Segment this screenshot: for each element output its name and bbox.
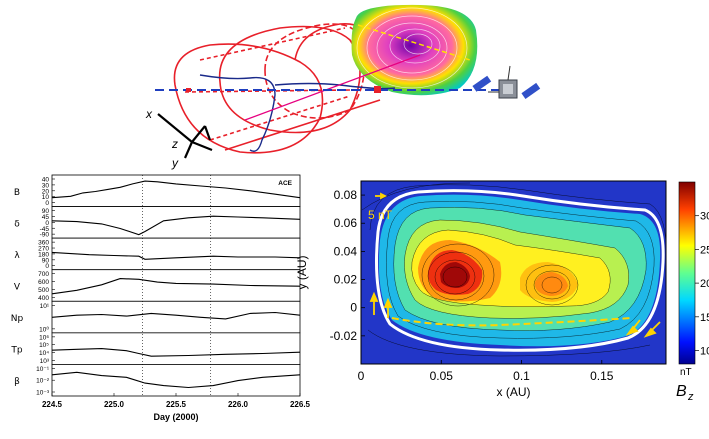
colorbar-tick-label: 25 [700, 244, 709, 256]
panel-label: B [14, 188, 20, 198]
coordinate-axes [157, 113, 213, 159]
panel-ytick-label: 700 [38, 271, 49, 278]
panel-frame [51, 174, 301, 207]
panel-ytick-label: 270 [38, 246, 49, 253]
xtick-label: 225.5 [166, 400, 187, 409]
panel-ytick-label: 0 [45, 200, 49, 207]
panel-ytick-label: 10⁻² [36, 378, 50, 385]
colorbar-unit: nT [680, 367, 692, 378]
boundary-contour [375, 189, 665, 352]
panel-series-line [51, 371, 301, 389]
flux-rope-schematic: x z y [145, 4, 541, 170]
panel-ytick-label: 360 [38, 240, 49, 247]
axis-label-x: x [145, 107, 153, 121]
xtick-label: 225.0 [104, 400, 125, 409]
panel-ytick-label: 500 [38, 287, 49, 294]
trajectory-arrows [369, 192, 661, 338]
x-axis-label: Day (2000) [153, 412, 198, 422]
panel-series-line [51, 311, 301, 320]
bz-map-panel: 5 nT 0 0.05 0.1 0.15 -0.02 0 0.02 0.04 0.06 0.08 x… [295, 180, 709, 403]
panel-ytick-label: 600 [38, 279, 49, 286]
rope-axis-line [244, 54, 421, 121]
colorbar-tick-label: 20 [700, 278, 709, 290]
xtick-label: 226.0 [228, 400, 249, 409]
panel-ytick-label: 90 [42, 257, 50, 264]
flux-rope-loops [173, 23, 381, 154]
map-field [378, 194, 661, 347]
axis-label-y: y [171, 156, 179, 170]
ace-stacked-panels: 403020100B90450-45-90δ360270180900λ70060… [10, 174, 311, 422]
panel-ytick-label: 10⁻¹ [36, 366, 50, 373]
map-ytick-label: -0.02 [330, 329, 358, 343]
colorbar-tick-label: 30 [700, 211, 709, 223]
panel-ytick-label: 10⁵ [39, 342, 49, 349]
panel-ytick-label: 0 [45, 263, 49, 270]
panel-frame [51, 300, 301, 334]
map-xtick-label: 0.15 [590, 369, 614, 383]
colorbar [678, 181, 696, 365]
xtick-label: 226.5 [290, 400, 311, 409]
panel-ytick-label: 40 [42, 177, 50, 184]
map-xtick-label: 0.1 [513, 369, 530, 383]
panel-ytick-label: 180 [38, 251, 49, 258]
panel-ytick-label: 20 [42, 188, 50, 195]
map-ytick-label: 0.08 [334, 188, 358, 202]
panel-ytick-label: 10⁴ [39, 350, 49, 357]
map-ytick-label: 0.02 [334, 273, 358, 287]
bz-map-axes: 0 0.05 0.1 0.15 -0.02 0 0.02 0.04 0.06 0.08 x (AU)… [295, 188, 614, 399]
panel-ytick-label: 10¹ [40, 303, 50, 310]
instrument-label: ACE [278, 180, 292, 187]
map-xtick-label: 0 [358, 369, 365, 383]
panel-ytick-label: 10⁰ [39, 325, 49, 333]
panel-ytick-label: -45 [40, 226, 50, 233]
panel-label: λ [14, 251, 20, 261]
panel-ytick-label: 0 [45, 220, 49, 227]
panel-series-line [51, 251, 301, 260]
panel-ytick-label: -90 [40, 232, 50, 239]
colorbar-label-sub: z [687, 391, 694, 403]
map-xtick-label: 0.05 [430, 369, 454, 383]
panel-label: V [14, 283, 21, 293]
panel-label: β [14, 377, 20, 387]
panel-series-line [51, 348, 301, 357]
panel-label: δ [14, 219, 20, 229]
colorbar-ticks: 10 15 20 25 30 [695, 211, 709, 358]
panel-frame [51, 237, 301, 271]
panel-ytick-label: 10⁶ [39, 334, 49, 341]
panel-label: Np [11, 314, 24, 324]
colorbar-tick-label: 15 [700, 312, 709, 324]
map-y-axis-label: y (AU) [295, 256, 309, 290]
panel-ytick-label: 45 [42, 214, 50, 221]
panel-series-line [51, 278, 301, 295]
panel-ytick-label: 90 [42, 208, 50, 215]
contour-lines [361, 182, 666, 357]
flux-rope-cross-section [351, 4, 478, 96]
panel-ytick-label: 10 [42, 194, 50, 201]
panel-ytick-label: 400 [38, 295, 49, 302]
panel-ytick-label: 10⁻³ [36, 390, 50, 397]
panel-frame [51, 364, 301, 397]
map-ytick-label: 0.06 [334, 216, 358, 230]
axis-label-z: z [171, 137, 178, 151]
panel-series-line [51, 215, 301, 236]
xtick-label: 224.5 [42, 400, 63, 409]
colorbar-tick-label: 10 [700, 346, 709, 358]
map-ytick-label: 0.04 [334, 244, 358, 258]
panel-label: Tp [10, 346, 22, 356]
map-x-axis-label: x (AU) [497, 385, 531, 399]
scale-arrow-label: 5 nT [368, 208, 393, 222]
panel-series-line [51, 180, 301, 199]
panel-ytick-label: 30 [42, 182, 50, 189]
panel-ytick-label: 10³ [40, 358, 50, 365]
panel-frame [51, 206, 301, 239]
trajectory-path [391, 317, 633, 327]
spacecraft-icon [472, 65, 541, 99]
colorbar-label-main: B [676, 383, 687, 400]
map-ytick-label: 0 [350, 301, 357, 315]
